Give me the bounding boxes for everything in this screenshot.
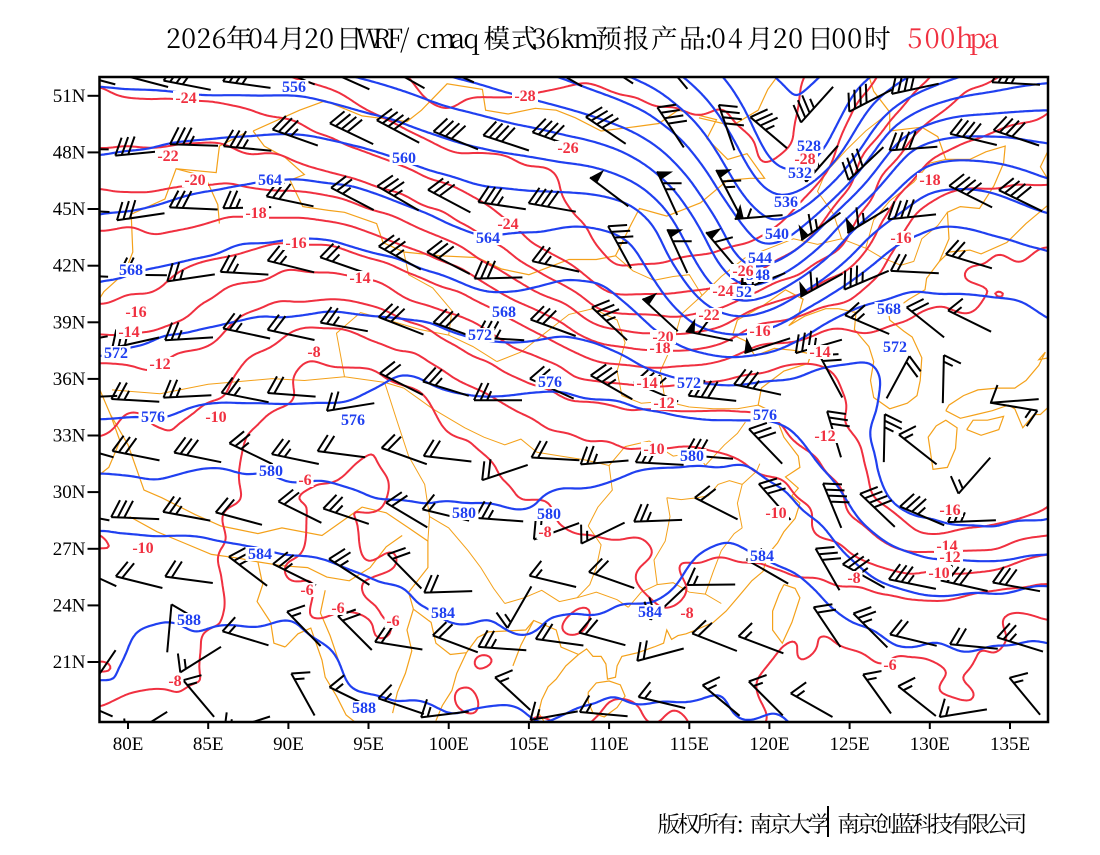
svg-text:-8: -8 bbox=[307, 344, 320, 361]
svg-text:33N: 33N bbox=[53, 426, 86, 447]
svg-text:528: 528 bbox=[797, 138, 821, 155]
svg-text:-18: -18 bbox=[649, 340, 670, 357]
svg-text:-8: -8 bbox=[680, 605, 693, 622]
svg-text:572: 572 bbox=[468, 327, 492, 344]
svg-text:39N: 39N bbox=[53, 312, 86, 333]
svg-text:544: 544 bbox=[748, 250, 772, 267]
svg-text:-14: -14 bbox=[349, 270, 370, 287]
svg-text:556: 556 bbox=[282, 79, 306, 96]
svg-text:568: 568 bbox=[877, 301, 901, 318]
svg-text:-16: -16 bbox=[125, 304, 146, 321]
svg-text:576: 576 bbox=[141, 409, 165, 426]
svg-text:-10: -10 bbox=[928, 565, 949, 582]
svg-text:584: 584 bbox=[638, 604, 662, 621]
svg-text:-10: -10 bbox=[643, 441, 664, 458]
svg-text:-14: -14 bbox=[809, 344, 830, 361]
svg-text:110E: 110E bbox=[589, 734, 628, 755]
svg-text:115E: 115E bbox=[670, 734, 709, 755]
svg-text:24N: 24N bbox=[53, 595, 86, 616]
svg-text:-18: -18 bbox=[245, 205, 266, 222]
svg-text:584: 584 bbox=[248, 546, 272, 563]
svg-text:568: 568 bbox=[119, 262, 143, 279]
svg-text:588: 588 bbox=[177, 612, 201, 629]
svg-text:564: 564 bbox=[476, 230, 500, 247]
svg-text:-8: -8 bbox=[538, 524, 551, 541]
svg-text:105E: 105E bbox=[509, 734, 549, 755]
svg-text:-6: -6 bbox=[883, 657, 896, 674]
svg-text:576: 576 bbox=[538, 374, 562, 391]
svg-text:48N: 48N bbox=[53, 142, 86, 163]
svg-text:-26: -26 bbox=[732, 263, 753, 280]
svg-text:45N: 45N bbox=[53, 199, 86, 220]
svg-text:-10: -10 bbox=[132, 540, 153, 557]
svg-text:560: 560 bbox=[392, 150, 416, 167]
svg-text:-8: -8 bbox=[168, 673, 181, 690]
svg-text:584: 584 bbox=[431, 605, 455, 622]
svg-text:572: 572 bbox=[883, 339, 907, 356]
svg-text:536: 536 bbox=[774, 194, 798, 211]
svg-text:564: 564 bbox=[258, 172, 282, 189]
svg-text:-26: -26 bbox=[557, 140, 578, 157]
svg-text:-24: -24 bbox=[712, 283, 733, 300]
svg-text:540: 540 bbox=[765, 226, 789, 243]
svg-text:-16: -16 bbox=[749, 323, 770, 340]
svg-text:580: 580 bbox=[259, 463, 283, 480]
svg-text:85E: 85E bbox=[193, 734, 224, 755]
svg-text:-8: -8 bbox=[847, 570, 860, 587]
svg-text:572: 572 bbox=[104, 345, 128, 362]
svg-text:-12: -12 bbox=[814, 428, 835, 445]
svg-text:-10: -10 bbox=[205, 409, 226, 426]
svg-text:-14: -14 bbox=[636, 375, 657, 392]
svg-text:580: 580 bbox=[452, 505, 476, 522]
svg-text:-12: -12 bbox=[653, 395, 674, 412]
svg-text:95E: 95E bbox=[353, 734, 384, 755]
svg-text:120E: 120E bbox=[749, 734, 789, 755]
svg-text:130E: 130E bbox=[910, 734, 950, 755]
svg-text:80E: 80E bbox=[113, 734, 144, 755]
svg-text:-20: -20 bbox=[184, 172, 205, 189]
svg-text:-16: -16 bbox=[285, 235, 306, 252]
svg-text:-6: -6 bbox=[331, 600, 344, 617]
svg-text:27N: 27N bbox=[53, 539, 86, 560]
svg-text:-24: -24 bbox=[175, 90, 196, 107]
svg-text:100E: 100E bbox=[429, 734, 469, 755]
svg-text:90E: 90E bbox=[273, 734, 304, 755]
svg-text:-16: -16 bbox=[939, 502, 960, 519]
svg-text:576: 576 bbox=[753, 407, 777, 424]
svg-text:51N: 51N bbox=[53, 86, 86, 107]
svg-text:-28: -28 bbox=[794, 151, 815, 168]
svg-text:36N: 36N bbox=[53, 369, 86, 390]
svg-text:572: 572 bbox=[677, 375, 701, 392]
svg-text:-14: -14 bbox=[118, 324, 139, 341]
svg-text:576: 576 bbox=[341, 412, 365, 429]
svg-text:-6: -6 bbox=[300, 582, 313, 599]
svg-text:30N: 30N bbox=[53, 482, 86, 503]
svg-text:-22: -22 bbox=[157, 148, 178, 165]
svg-text:-16: -16 bbox=[890, 230, 911, 247]
svg-text:-22: -22 bbox=[698, 307, 719, 324]
svg-text:568: 568 bbox=[492, 304, 516, 321]
svg-text:-18: -18 bbox=[919, 172, 940, 189]
svg-text:-6: -6 bbox=[298, 472, 311, 489]
svg-text:-12: -12 bbox=[939, 549, 960, 566]
svg-text:21N: 21N bbox=[53, 652, 86, 673]
svg-text:-10: -10 bbox=[765, 505, 786, 522]
svg-text:532: 532 bbox=[788, 165, 812, 182]
svg-text:125E: 125E bbox=[830, 734, 870, 755]
svg-text:580: 580 bbox=[680, 448, 704, 465]
svg-text:-24: -24 bbox=[497, 216, 518, 233]
svg-text:135E: 135E bbox=[990, 734, 1030, 755]
svg-text:580: 580 bbox=[537, 506, 561, 523]
svg-text:-12: -12 bbox=[149, 356, 170, 373]
svg-text:-28: -28 bbox=[514, 88, 535, 105]
svg-text:584: 584 bbox=[750, 548, 774, 565]
svg-text:42N: 42N bbox=[53, 256, 86, 277]
svg-text:588: 588 bbox=[352, 700, 376, 717]
svg-text:-6: -6 bbox=[386, 613, 399, 630]
